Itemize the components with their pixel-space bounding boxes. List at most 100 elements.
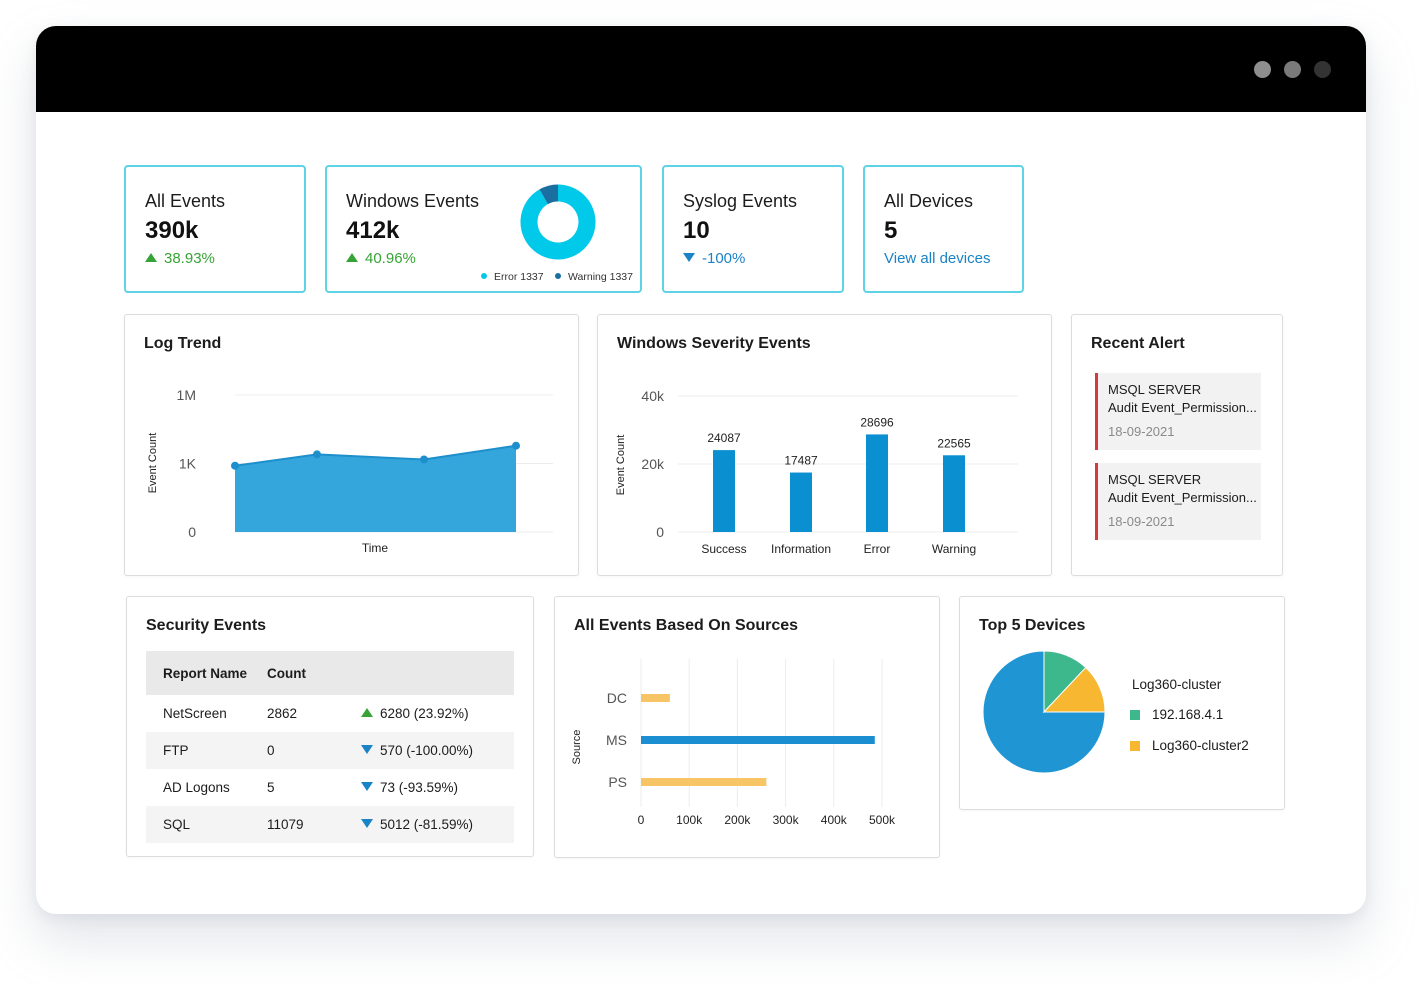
alert-date: 18-09-2021 [1108, 514, 1175, 529]
kpi-title: All Events [145, 191, 226, 211]
top-devices-pie [982, 650, 1106, 774]
kpi-change: 38.93% [145, 250, 215, 267]
report-count: 11079 [266, 806, 360, 843]
kpi-windows-events[interactable]: Windows Events 412k 40.96% Error 1337 Wa… [325, 165, 642, 293]
data-label: 28696 [860, 415, 894, 429]
title-bar [36, 26, 1366, 112]
column-header[interactable]: Count [266, 651, 360, 695]
arrow-up-icon [346, 253, 358, 262]
report-name: SQL [146, 806, 266, 843]
legend-swatch [1130, 741, 1140, 751]
report-name: NetScreen [163, 706, 227, 721]
bar [790, 472, 812, 532]
windows-events-donut [520, 184, 596, 260]
arrow-down-icon [683, 253, 695, 262]
data-label: 24087 [707, 431, 741, 445]
panel-title: Log Trend [144, 335, 222, 352]
x-tick-label: 100k [676, 813, 703, 827]
y-tick-label: DC [607, 690, 627, 706]
table-header: Report Name Count [146, 651, 514, 695]
y-tick-label: MS [606, 732, 627, 748]
kpi-change: -100% [683, 250, 745, 267]
report-name: AD Logons [163, 780, 230, 795]
data-label: 22565 [937, 436, 971, 450]
y-tick-label: 1K [179, 456, 197, 472]
kpi-value: 5 [884, 217, 898, 244]
report-trend: 73 (-93.59%) [360, 769, 514, 806]
column-header[interactable]: Report Name [146, 651, 266, 695]
x-axis-label: Time [362, 541, 389, 555]
arrow-up-icon [145, 253, 157, 262]
windows-severity-panel: Windows Severity Events 0 20k 40k Event Cou… [597, 314, 1052, 576]
report-count: 0 [266, 732, 360, 769]
arrow-up-icon [361, 708, 373, 717]
panel-title: Recent Alert [1091, 335, 1185, 352]
legend-error: Error 1337 [481, 271, 544, 283]
kpi-syslog-events[interactable]: Syslog Events 10 -100% [662, 165, 844, 293]
data-point [420, 455, 428, 464]
report-trend: 6280 (23.92%) [360, 695, 514, 732]
arrow-down-icon [361, 782, 373, 791]
legend-item: 192.168.4.1 [1130, 707, 1223, 722]
window-control-1[interactable] [1254, 61, 1271, 78]
window-control-3[interactable] [1314, 61, 1331, 78]
kpi-value: 10 [683, 217, 710, 244]
x-tick-label: 500k [869, 813, 896, 827]
panel-title: Top 5 Devices [979, 617, 1086, 634]
view-all-devices-link[interactable]: View all devices [884, 250, 991, 267]
x-tick-label: 400k [821, 813, 848, 827]
arrow-down-icon [361, 819, 373, 828]
area-fill [235, 445, 516, 532]
kpi-all-devices[interactable]: All Devices 5 View all devices [863, 165, 1024, 293]
window-control-2[interactable] [1284, 61, 1301, 78]
panel-title: All Events Based On Sources [574, 617, 799, 634]
data-point [231, 461, 239, 470]
y-tick-label: PS [608, 774, 627, 790]
legend-dot [481, 273, 487, 279]
kpi-change: 40.96% [346, 250, 416, 267]
security-events-panel: Security Events Report Name Count NetScr… [126, 596, 534, 857]
bar [641, 694, 670, 702]
y-tick-label: 0 [188, 524, 196, 540]
pie-slice-3 [1042, 666, 1106, 713]
legend-item: Log360-cluster [1132, 677, 1222, 692]
alert-event: Audit Event_Permission... [1108, 490, 1257, 505]
y-tick-label: 40k [641, 388, 665, 404]
donut-slice-2 [539, 184, 559, 205]
log-trend-chart: 0 1K 1M Event Count Time [147, 387, 553, 555]
legend-warning: Warning 1337 [555, 271, 633, 283]
kpi-all-events[interactable]: All Events 390k 38.93% [124, 165, 306, 293]
legend-dot [555, 273, 561, 279]
table-row[interactable]: SQL 11079 5012 (-81.59%) [146, 806, 514, 843]
bar [943, 455, 965, 532]
donut-slice-1 [520, 184, 596, 260]
alert-date: 18-09-2021 [1108, 424, 1175, 439]
x-tick-label: Warning [932, 542, 976, 556]
alert-source: MSQL SERVER [1108, 472, 1202, 487]
bar [641, 778, 767, 786]
y-axis-label: Event Count [147, 433, 159, 494]
kpi-title: Syslog Events [683, 191, 798, 211]
column-header [360, 651, 514, 695]
legend-item: Log360-cluster2 [1130, 738, 1249, 753]
kpi-title: All Devices [884, 191, 974, 211]
y-axis-label: Event Count [615, 435, 627, 496]
alert-item[interactable]: MSQL SERVER Audit Event_Permission... 18… [1095, 463, 1261, 540]
panel-title: Security Events [146, 617, 267, 634]
y-tick-label: 0 [656, 524, 664, 540]
table-row[interactable]: AD Logons 5 73 (-93.59%) [146, 769, 514, 806]
x-tick-label: Success [701, 542, 746, 556]
security-events-table: Report Name Count NetScreen 2862 6280 (2… [146, 651, 514, 843]
data-label: 17487 [784, 454, 818, 468]
y-tick-label: 1M [177, 387, 196, 403]
y-axis-label: Source [571, 730, 583, 765]
x-tick-label: Error [864, 542, 891, 556]
trend-line [234, 444, 517, 467]
alert-item[interactable]: MSQL SERVER Audit Event_Permission... 18… [1095, 373, 1261, 450]
table-row[interactable]: NetScreen 2862 6280 (23.92%) [146, 695, 514, 732]
y-tick-label: 20k [641, 456, 665, 472]
alert-source: MSQL SERVER [1108, 382, 1202, 397]
report-name: FTP [146, 732, 266, 769]
table-row[interactable]: FTP 0 570 (-100.00%) [146, 732, 514, 769]
windows-severity-chart: 0 20k 40k Event Count 24087 Success 17487 Infor… [615, 388, 1018, 556]
